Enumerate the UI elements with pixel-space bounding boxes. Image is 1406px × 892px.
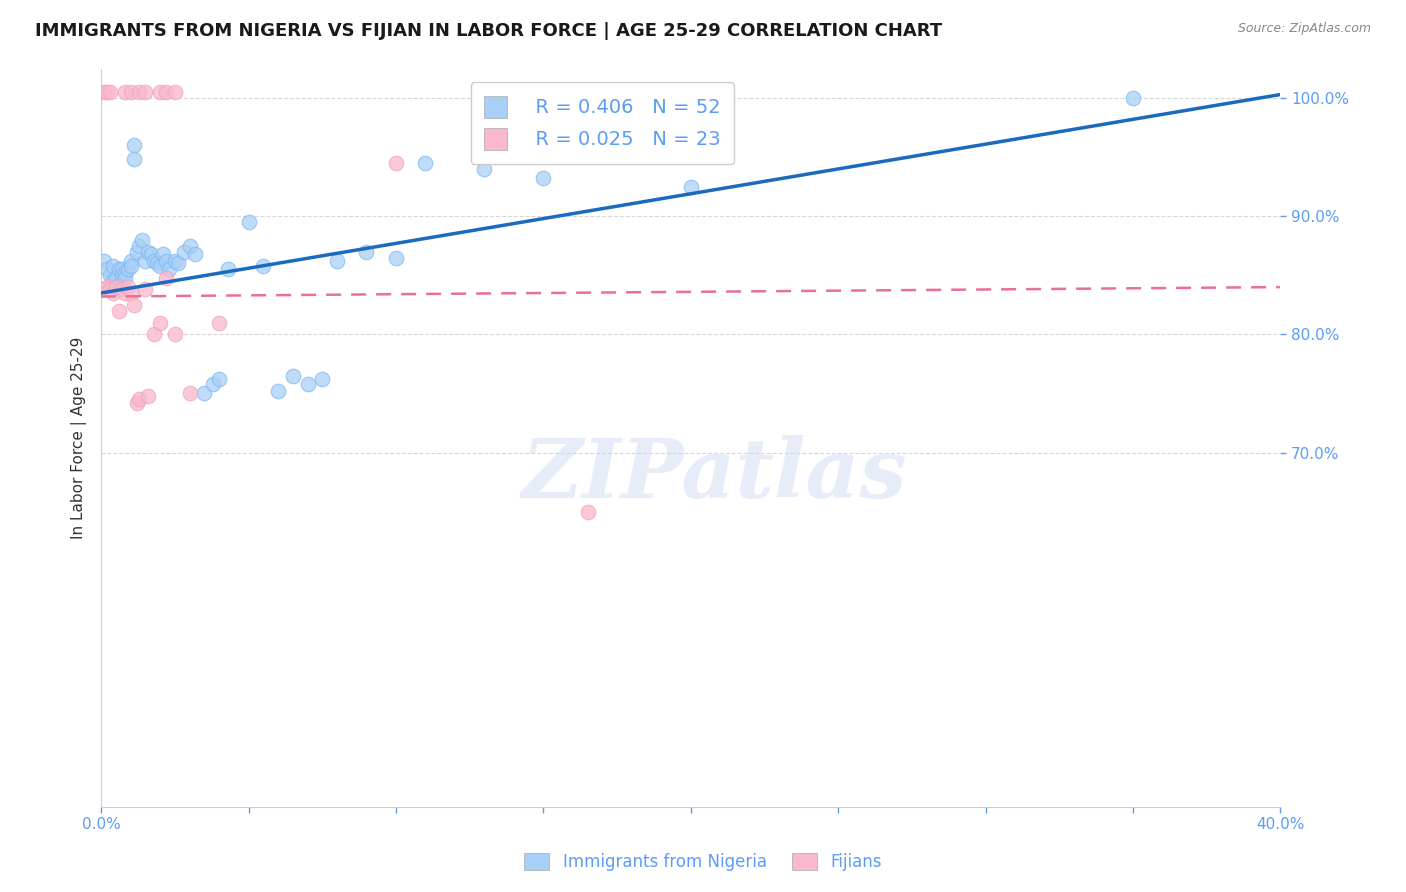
Point: [134, 85, 156, 99]
Point: [101, 274, 124, 288]
Text: Source: ZipAtlas.com: Source: ZipAtlas.com: [1237, 22, 1371, 36]
Legend:   R = 0.406   N = 52,   R = 0.025   N = 23: R = 0.406 N = 52, R = 0.025 N = 23: [471, 82, 734, 164]
Point: [179, 386, 201, 401]
Point: [125, 396, 148, 410]
Point: [281, 368, 304, 383]
Point: [149, 316, 172, 330]
Point: [208, 372, 231, 386]
Point: [134, 283, 156, 297]
Point: [111, 268, 134, 283]
Point: [120, 85, 142, 99]
Point: [122, 153, 145, 167]
Point: [128, 392, 150, 407]
Point: [179, 239, 201, 253]
Point: [111, 283, 134, 297]
Point: [111, 262, 134, 277]
Point: [96, 262, 118, 277]
Point: [96, 85, 118, 99]
Point: [122, 298, 145, 312]
Point: [120, 259, 142, 273]
Point: [356, 244, 378, 259]
Point: [173, 244, 195, 259]
Point: [184, 247, 207, 261]
Point: [208, 316, 231, 330]
Point: [163, 85, 186, 99]
Point: [128, 85, 150, 99]
Point: [1122, 91, 1144, 105]
Point: [311, 372, 333, 386]
Point: [122, 138, 145, 153]
Point: [125, 244, 148, 259]
Text: ZIPatlas: ZIPatlas: [522, 434, 907, 515]
Point: [152, 247, 174, 261]
Point: [117, 262, 139, 277]
Point: [136, 389, 159, 403]
Point: [166, 256, 188, 270]
Point: [136, 244, 159, 259]
Point: [108, 262, 131, 277]
Point: [141, 247, 163, 261]
Point: [117, 280, 139, 294]
Point: [104, 270, 127, 285]
Point: [415, 156, 437, 170]
Point: [98, 268, 121, 283]
Point: [143, 327, 166, 342]
Point: [108, 303, 131, 318]
Point: [163, 254, 186, 268]
Point: [108, 277, 131, 292]
Point: [134, 254, 156, 268]
Point: [128, 239, 150, 253]
Point: [104, 280, 127, 294]
Point: [679, 179, 702, 194]
Point: [531, 171, 554, 186]
Point: [155, 85, 177, 99]
Point: [96, 280, 118, 294]
Point: [131, 233, 153, 247]
Point: [98, 85, 121, 99]
Point: [101, 285, 124, 300]
Point: [267, 384, 290, 398]
Point: [143, 254, 166, 268]
Point: [120, 254, 142, 268]
Point: [98, 283, 121, 297]
Point: [326, 254, 349, 268]
Point: [93, 85, 115, 99]
Point: [93, 283, 115, 297]
Point: [146, 256, 169, 270]
Point: [576, 505, 599, 519]
Point: [157, 262, 180, 277]
Point: [114, 85, 136, 99]
Point: [149, 259, 172, 273]
Point: [252, 259, 274, 273]
Point: [120, 285, 142, 300]
Point: [114, 270, 136, 285]
Point: [155, 254, 177, 268]
Point: [202, 376, 225, 391]
Point: [474, 161, 496, 176]
Point: [385, 251, 408, 265]
Legend: Immigrants from Nigeria, Fijians: Immigrants from Nigeria, Fijians: [516, 845, 890, 880]
Point: [114, 266, 136, 280]
Point: [193, 386, 215, 401]
Point: [101, 259, 124, 273]
Point: [149, 85, 172, 99]
Point: [114, 285, 136, 300]
Point: [238, 215, 260, 229]
Y-axis label: In Labor Force | Age 25-29: In Labor Force | Age 25-29: [72, 336, 87, 539]
Point: [297, 376, 319, 391]
Point: [217, 262, 239, 277]
Point: [163, 327, 186, 342]
Text: IMMIGRANTS FROM NIGERIA VS FIJIAN IN LABOR FORCE | AGE 25-29 CORRELATION CHART: IMMIGRANTS FROM NIGERIA VS FIJIAN IN LAB…: [35, 22, 942, 40]
Point: [93, 254, 115, 268]
Point: [155, 270, 177, 285]
Point: [385, 156, 408, 170]
